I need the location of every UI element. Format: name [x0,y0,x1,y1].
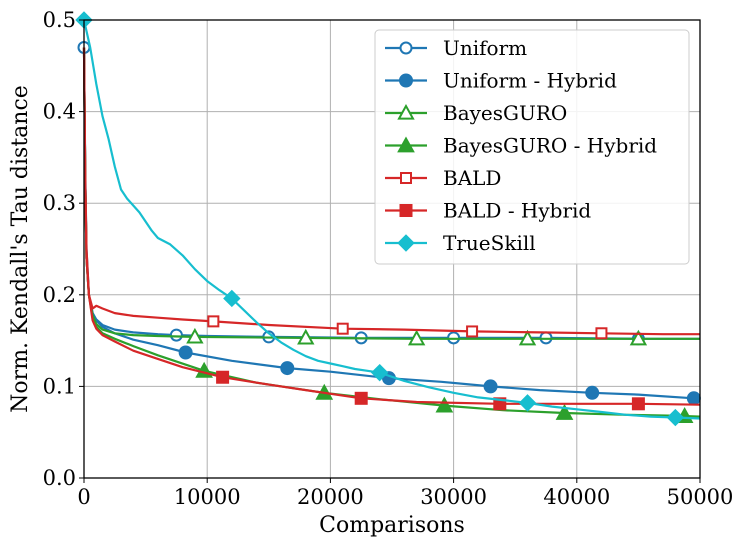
data-point [585,385,600,400]
legend-item: BALD [385,166,501,190]
x-tick-label: 20000 [297,485,364,509]
data-point [370,363,389,382]
data-point [407,329,426,346]
legend: Uniform Uniform - Hybrid BayesGURO BayesGUR… [374,29,690,265]
legend-marker [399,73,413,88]
data-point [555,403,574,420]
legend-box [374,29,690,265]
legend-marker [397,136,415,153]
legend-item: BALD - Hybrid [385,199,591,223]
data-point [595,327,608,340]
legend-label: BayesGURO [443,101,567,125]
y-axis-label: Norm. Kendall's Tau distance [8,85,33,413]
y-tick-label: 0.4 [43,100,76,124]
data-point [518,329,537,346]
data-point [435,396,454,413]
legend-label: Uniform - Hybrid [443,69,617,93]
data-point [686,391,701,406]
series-line [82,47,701,406]
ticks: 0 10000 20000 30000 40000 50000 0.0 0.1 0.2 0.3 0.… [43,8,734,509]
data-point [223,289,241,308]
data-point [666,408,685,427]
legend-marker [400,172,412,184]
data-point [631,397,645,411]
legend-marker [399,204,413,217]
data-point [629,329,648,346]
data-point [169,328,183,342]
legend-item: Uniform [385,36,527,60]
legend-marker [399,41,413,55]
legend-item: BayesGURO [385,101,567,125]
data-point [336,322,349,335]
data-point [466,325,479,338]
series-5 [82,47,701,411]
legend-item: TrueSkill [385,231,536,255]
data-point [178,345,193,360]
legend-label: BALD - Hybrid [443,199,591,223]
x-axis-label: Comparisons [319,513,465,538]
legend-label: BALD [443,166,501,190]
y-tick-label: 0.0 [43,466,76,490]
x-tick-label: 0 [77,485,90,509]
series-1 [82,47,701,406]
data-point [297,328,315,345]
legend-marker [397,234,415,252]
data-point [518,394,537,412]
data-point [216,370,230,384]
y-tick-label: 0.5 [43,8,76,32]
y-tick-label: 0.1 [43,374,76,398]
data-point [483,379,498,394]
legend-label: BayesGURO - Hybrid [443,134,657,158]
legend-label: TrueSkill [443,231,536,255]
series-layer [75,11,701,427]
plot-frame [83,19,701,479]
x-tick-label: 40000 [543,485,610,509]
x-tick-label: 10000 [174,485,241,509]
legend-item: Uniform - Hybrid [385,69,617,93]
data-point [207,315,220,328]
legend-label: Uniform [443,36,527,60]
y-tick-label: 0.2 [43,283,76,307]
y-tick-label: 0.3 [43,191,76,215]
x-tick-label: 50000 [667,485,734,509]
legend-item: BayesGURO - Hybrid [385,134,657,158]
series-6 [75,11,701,427]
data-point [280,361,295,376]
data-point [186,327,204,344]
data-point [354,391,368,405]
legend-marker [397,103,415,120]
x-tick-label: 30000 [420,485,487,509]
